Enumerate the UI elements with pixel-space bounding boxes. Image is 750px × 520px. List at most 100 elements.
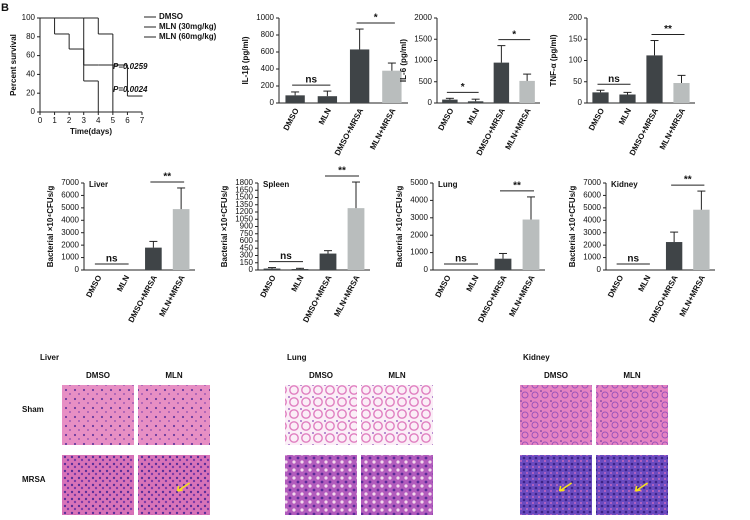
- histology-image: [285, 455, 357, 515]
- bar: [145, 247, 162, 270]
- y-tick-label: 2000: [414, 13, 432, 22]
- significance-label: ns: [608, 74, 620, 85]
- x-tick-label: MLN+MRSA: [503, 107, 532, 152]
- y-tick-label: 2000: [61, 240, 79, 249]
- row-label: Sham: [22, 405, 44, 414]
- bar: [382, 70, 402, 103]
- x-tick-label: 6: [125, 116, 130, 125]
- x-tick-label: DMSO: [606, 274, 625, 299]
- bar: [493, 62, 510, 103]
- histology-title: Liver: [40, 353, 59, 362]
- x-tick-label: MLN: [115, 274, 131, 294]
- y-axis-label: Bacterial ×10⁴CFUs/g: [220, 186, 229, 268]
- bar: [347, 208, 365, 270]
- y-tick-label: 5000: [410, 178, 428, 187]
- significance-label: ns: [455, 254, 467, 265]
- y-tick-label: 0: [597, 265, 602, 274]
- y-tick-label: 150: [569, 34, 583, 43]
- significance-label: ns: [106, 254, 118, 265]
- y-tick-label: 800: [261, 30, 275, 39]
- y-tick-label: 3000: [61, 228, 79, 237]
- y-tick-label: 600: [240, 236, 254, 245]
- bar: [263, 268, 281, 270]
- y-tick-label: 900: [240, 222, 254, 231]
- x-tick-label: 3: [81, 116, 86, 125]
- p-value: P=0.0259: [113, 62, 148, 71]
- x-tick-label: DMSO: [258, 274, 277, 299]
- y-tick-label: 1000: [583, 253, 601, 262]
- chart-title: Kidney: [611, 180, 638, 189]
- y-tick-label: 50: [573, 77, 582, 86]
- significance-label: **: [684, 175, 692, 186]
- y-tick-label: 300: [240, 251, 254, 260]
- y-tick-label: 2000: [410, 230, 428, 239]
- x-tick-label: MLN: [317, 107, 333, 127]
- x-tick-label: DMSO+MRSA: [628, 107, 661, 158]
- histology-image: [138, 385, 210, 445]
- arrow: [634, 482, 649, 492]
- significance-label: **: [513, 181, 521, 192]
- y-tick-label: 1500: [414, 34, 432, 43]
- x-tick-label: DMSO: [282, 107, 301, 132]
- arrow: [558, 482, 573, 492]
- histology-title: Lung: [287, 353, 307, 362]
- chart-title: Liver: [89, 180, 108, 189]
- y-tick-label: 0: [249, 265, 254, 274]
- histology-image: [520, 455, 592, 515]
- x-tick-label: 4: [96, 116, 101, 125]
- y-tick-label: 3000: [410, 213, 428, 222]
- y-tick-label: 1000: [414, 56, 432, 65]
- x-tick-label: DMSO: [84, 274, 103, 299]
- y-tick-label: 1500: [235, 193, 253, 202]
- y-tick-label: 20: [26, 88, 35, 97]
- y-tick-label: 750: [240, 229, 254, 238]
- y-tick-label: 5000: [61, 203, 79, 212]
- x-tick-label: 5: [111, 116, 116, 125]
- y-tick-label: 4000: [583, 215, 601, 224]
- column-header: MLN: [165, 371, 183, 380]
- bar: [291, 269, 309, 270]
- y-tick-label: 4000: [410, 196, 428, 205]
- y-tick-label: 0: [75, 265, 80, 274]
- x-tick-label: MLN+MRSA: [157, 274, 186, 319]
- y-axis-label: Bacterial ×10⁴CFUs/g: [568, 186, 577, 268]
- y-tick-label: 1800: [235, 178, 253, 187]
- significance-label: *: [461, 82, 465, 93]
- y-axis-label: Bacterial ×10⁴CFUs/g: [46, 186, 55, 268]
- x-tick-label: 2: [67, 116, 72, 125]
- y-tick-label: 400: [261, 64, 275, 73]
- y-tick-label: 200: [261, 81, 275, 90]
- x-tick-label: MLN+MRSA: [368, 107, 397, 152]
- histology-image: [361, 385, 433, 445]
- x-tick-label: MLN+MRSA: [678, 274, 707, 319]
- y-tick-label: 0: [578, 98, 583, 107]
- y-tick-label: 60: [26, 51, 35, 60]
- y-tick-label: 0: [31, 107, 36, 116]
- significance-label: **: [338, 166, 346, 177]
- significance-label: *: [512, 29, 516, 40]
- y-tick-label: 6000: [583, 191, 601, 200]
- significance-label: *: [374, 13, 378, 24]
- x-tick-label: DMSO+MRSA: [476, 274, 509, 325]
- histology-title: Kidney: [523, 353, 550, 362]
- legend-label: MLN (30mg/kg): [159, 22, 217, 31]
- x-tick-label: DMSO+MRSA: [647, 274, 680, 325]
- y-tick-label: 4000: [61, 215, 79, 224]
- y-tick-label: 2000: [583, 240, 601, 249]
- column-header: DMSO: [544, 371, 568, 380]
- x-tick-label: DMSO+MRSA: [301, 274, 334, 325]
- column-header: MLN: [623, 371, 641, 380]
- y-tick-label: 1000: [61, 253, 79, 262]
- y-tick-label: 1050: [235, 214, 253, 223]
- histology-image: [285, 385, 357, 445]
- x-tick-label: MLN+MRSA: [332, 274, 361, 319]
- y-tick-label: 7000: [583, 178, 601, 187]
- histology-image: [62, 385, 134, 445]
- x-tick-label: DMSO+MRSA: [333, 107, 366, 158]
- column-header: DMSO: [86, 371, 110, 380]
- y-axis-label: Bacterial ×10⁴CFUs/g: [395, 186, 404, 268]
- y-tick-label: 1000: [256, 13, 274, 22]
- y-tick-label: 7000: [61, 178, 79, 187]
- x-tick-label: MLN: [617, 107, 633, 127]
- y-axis-label: IL-1β (pg/ml): [241, 36, 250, 84]
